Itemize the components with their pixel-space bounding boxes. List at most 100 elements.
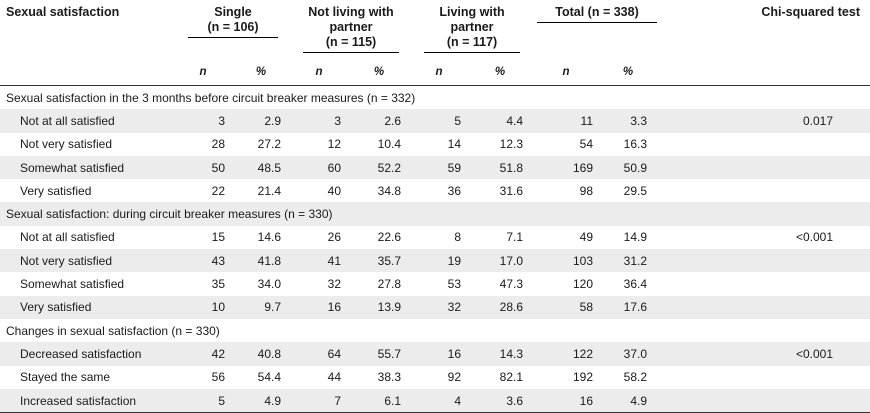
group-header-not-living: Not living with partner (n = 115) [291, 0, 411, 59]
subheader-blank [0, 59, 175, 86]
percent-cell: 17.0 [467, 249, 533, 273]
section-header-row: Sexual satisfaction in the 3 months befo… [0, 86, 870, 110]
percent-cell: 10.4 [377, 137, 401, 152]
count-cell: 60 [291, 155, 347, 180]
percent-cell: 27.8 [377, 277, 401, 292]
count-cell: 3 [291, 109, 347, 133]
percent-cell: 40.8 [231, 342, 291, 366]
count-cell: 43 [175, 249, 231, 273]
count-cell: 56 [211, 370, 225, 385]
table-row: Very satisfied 22 21.4 40 34.8 36 31.6 98 29.5 [0, 179, 870, 202]
percent-cell: 27.2 [257, 137, 281, 152]
count-cell: 16 [411, 342, 467, 366]
count-cell: 11 [533, 109, 599, 133]
count-cell: 12 [327, 137, 341, 152]
count-cell: 16 [291, 295, 347, 319]
group-title: Single [214, 5, 252, 19]
count-cell: 53 [447, 277, 461, 292]
chi-cell: 0.017 [657, 109, 870, 133]
subheader-n: n [533, 59, 599, 86]
table-row: Somewhat satisfied 35 34.0 32 27.8 53 47.3 120 3… [0, 272, 870, 295]
subheader-pct: % [231, 59, 291, 86]
row-label: Decreased satisfaction [0, 342, 175, 366]
table-row: Somewhat satisfied 50 48.5 60 52.2 59 51.8 169 5… [0, 155, 870, 180]
group-title: Not living with partner [308, 5, 394, 34]
count-cell: 3 [175, 109, 231, 133]
count-cell: 169 [533, 155, 599, 180]
chi-cell [657, 295, 870, 319]
percent-cell: 14.9 [623, 230, 647, 245]
count-cell: 120 [572, 277, 593, 292]
count-cell: 49 [579, 230, 593, 245]
percent-cell: 14.6 [257, 230, 281, 245]
percent-cell: 21.4 [257, 183, 281, 198]
count-cell: 26 [327, 230, 341, 245]
chi-cell [657, 388, 870, 413]
row-label: Increased satisfaction [0, 388, 175, 413]
header-row: Sexual satisfaction Single (n = 106) Not… [0, 0, 870, 59]
percent-cell: 22.6 [377, 230, 401, 245]
count-cell: 16 [533, 388, 599, 413]
count-cell: 42 [175, 342, 231, 366]
group-n: (n = 106) [207, 20, 259, 34]
chi-cell [657, 249, 870, 273]
count-cell: 103 [533, 249, 599, 273]
percent-cell: 36.4 [623, 277, 647, 292]
count-cell: 15 [211, 230, 225, 245]
percent-cell: 29.5 [623, 183, 647, 198]
count-cell: 192 [572, 370, 593, 385]
count-cell: 40 [327, 183, 341, 198]
percent-cell: 6.1 [347, 388, 411, 413]
row-label: Very satisfied [20, 183, 92, 198]
row-label: Stayed the same [20, 370, 111, 385]
percent-cell: 55.7 [347, 342, 411, 366]
count-cell: 44 [327, 370, 341, 385]
row-label: Not at all satisfied [20, 230, 115, 245]
chi-cell [657, 155, 870, 180]
section-header-row: Sexual satisfaction: during circuit brea… [0, 202, 870, 226]
percent-cell: 37.0 [599, 342, 657, 366]
subheader-n: n [291, 59, 347, 86]
group-n: (n = 117) [446, 35, 498, 49]
count-cell: 54 [579, 137, 593, 152]
group-header-single: Single (n = 106) [175, 0, 291, 59]
subheader-blank [657, 59, 870, 86]
percent-cell: 4.4 [467, 109, 533, 133]
table-body: Sexual satisfaction in the 3 months befo… [0, 86, 870, 413]
group-n: (n = 338) [587, 5, 639, 19]
subheader-pct: % [347, 59, 411, 86]
percent-cell: 17.6 [599, 295, 657, 319]
percent-cell: 47.3 [499, 277, 523, 292]
count-cell: 4 [411, 388, 467, 413]
subheader-row: n % n % n % n % [0, 59, 870, 86]
percent-cell: 82.1 [499, 370, 523, 385]
group-title: Living with partner [439, 5, 505, 34]
chi-cell [657, 133, 870, 156]
percent-cell: 48.5 [231, 155, 291, 180]
count-cell: 59 [411, 155, 467, 180]
percent-cell: 35.7 [347, 249, 411, 273]
subheader-n: n [411, 59, 467, 86]
percent-cell: 34.0 [257, 277, 281, 292]
percent-cell: 9.7 [231, 295, 291, 319]
percent-cell: 14.3 [467, 342, 533, 366]
group-title: Total [555, 5, 585, 19]
count-cell: 58 [533, 295, 599, 319]
percent-cell: 51.8 [467, 155, 533, 180]
count-cell: 7 [291, 388, 347, 413]
chi-cell [657, 366, 870, 389]
percent-cell: 31.6 [499, 183, 523, 198]
percent-cell: 16.3 [623, 137, 647, 152]
percent-cell: 13.9 [347, 295, 411, 319]
subheader-n: n [175, 59, 231, 86]
table-row: Stayed the same 56 54.4 44 38.3 92 82.1 192 58.2 [0, 366, 870, 389]
row-label: Not very satisfied [0, 249, 175, 273]
section-title: Sexual satisfaction in the 3 months befo… [6, 90, 416, 105]
count-cell: 122 [533, 342, 599, 366]
percent-cell: 52.2 [347, 155, 411, 180]
row-label: Not very satisfied [20, 137, 113, 152]
count-cell: 10 [175, 295, 231, 319]
section-header-row: Changes in sexual satisfaction (n = 330) [0, 319, 870, 342]
chi-cell [657, 272, 870, 295]
